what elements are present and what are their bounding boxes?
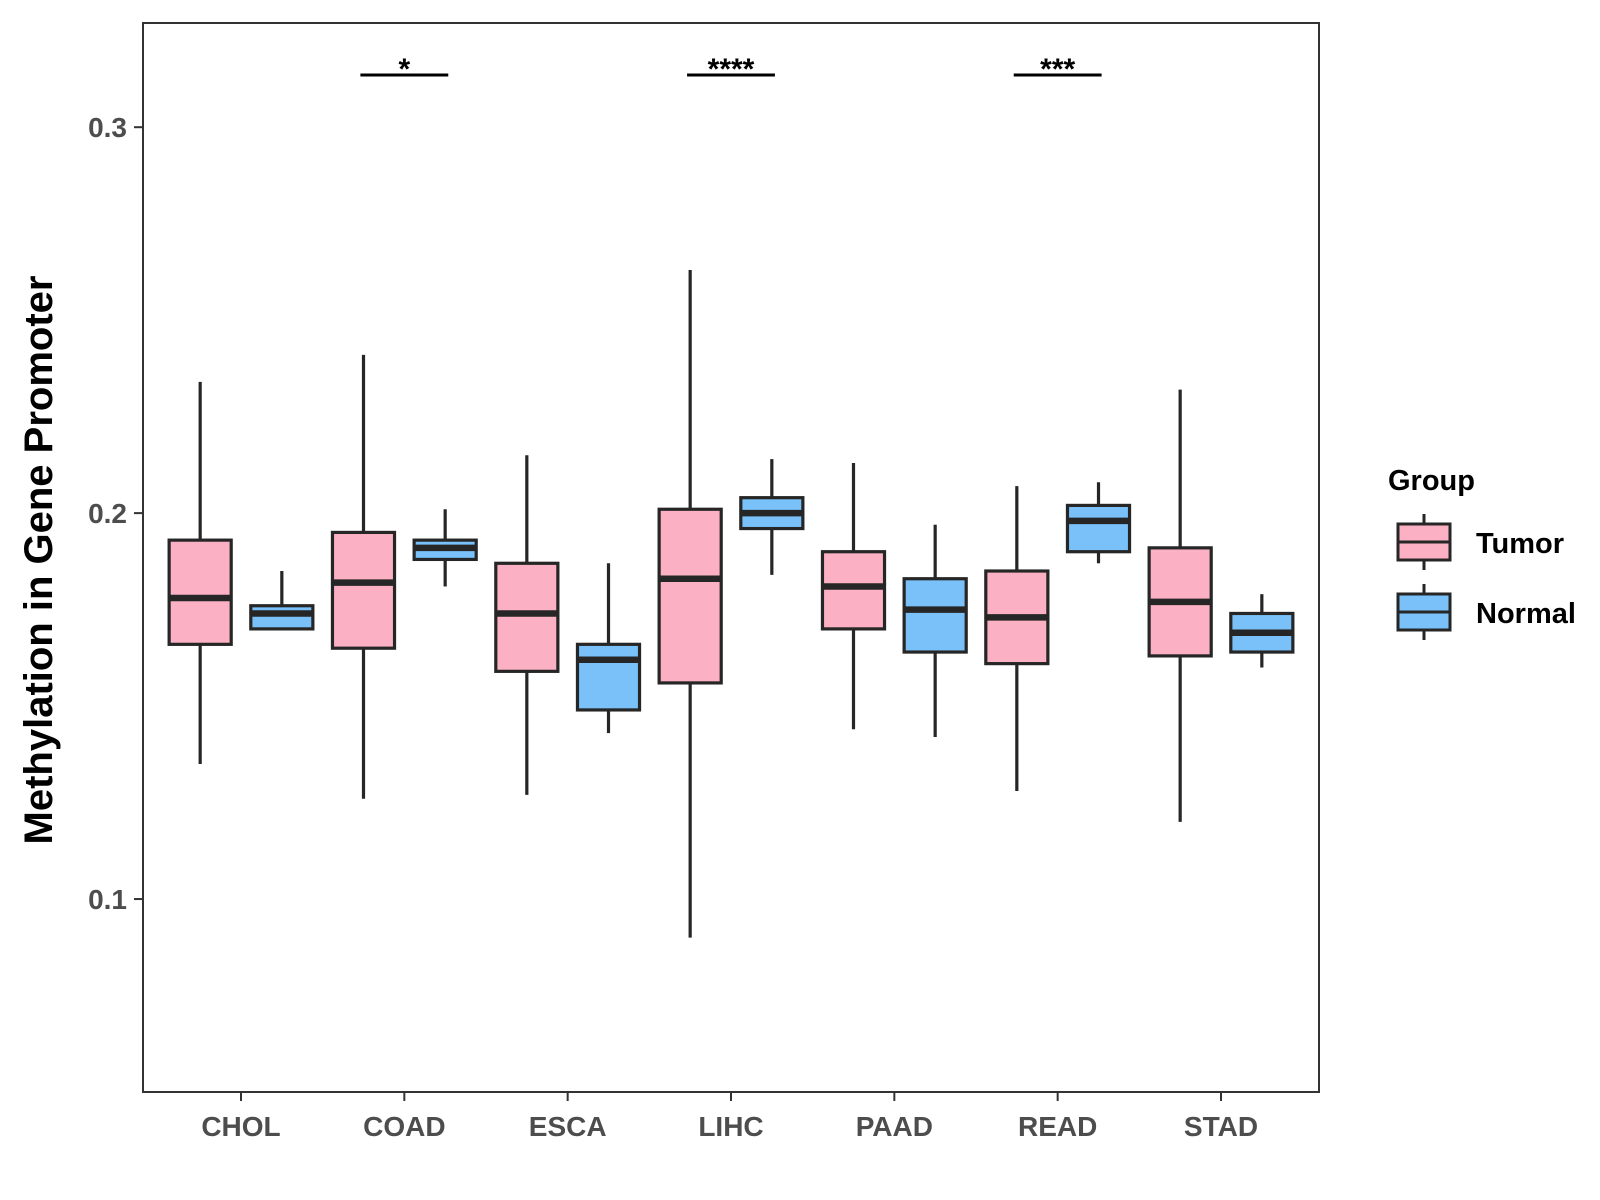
significance-label-read: *** — [1040, 53, 1075, 86]
box-normal-lihc — [739, 459, 805, 575]
iqr-box — [494, 561, 560, 673]
panel-border — [142, 22, 1320, 1093]
box-tumor-read — [984, 486, 1050, 791]
plot-area — [142, 22, 1320, 1093]
significance-annotations: * **** *** — [360, 53, 1102, 86]
legend-item-normal: Normal — [1396, 584, 1576, 640]
box-tumor-stad — [1147, 389, 1213, 822]
box-normal-paad — [902, 524, 968, 737]
axes: 0.1 0.2 0.3 CHOL COAD ESCA LIHC PAAD READ STAD — [88, 112, 1258, 1142]
iqr-box — [330, 530, 397, 650]
y-axis-title: Methylation in Gene Promoter — [17, 276, 61, 845]
significance-label-coad: * — [398, 53, 410, 86]
box-tumor-paad — [820, 462, 887, 730]
iqr-box — [902, 577, 968, 654]
x-tick-label: READ — [1018, 1111, 1097, 1142]
y-tick-label: 0.2 — [88, 498, 127, 529]
legend-label: Normal — [1476, 598, 1576, 630]
box-tumor-esca — [494, 455, 560, 795]
iqr-box — [1065, 503, 1132, 554]
significance-label-lihc: **** — [708, 53, 755, 86]
iqr-box — [820, 550, 887, 631]
x-tick-label: CHOL — [201, 1111, 280, 1142]
x-tick-label: LIHC — [698, 1111, 763, 1142]
box-normal-stad — [1229, 594, 1295, 668]
box-tumor-lihc — [657, 269, 723, 938]
box-normal-coad — [412, 509, 478, 587]
legend-item-tumor: Tumor — [1396, 514, 1564, 570]
legend-title: Group — [1388, 465, 1475, 497]
x-tick-label: ESCA — [529, 1111, 607, 1142]
y-tick-label: 0.3 — [88, 112, 127, 143]
x-tick-label: STAD — [1184, 1111, 1258, 1142]
box-tumor-coad — [330, 354, 397, 799]
iqr-box — [249, 604, 315, 631]
box-normal-read — [1065, 482, 1132, 564]
x-tick-label: PAAD — [856, 1111, 933, 1142]
box-normal-chol — [249, 571, 315, 631]
legend: Group Tumor Normal — [1388, 465, 1576, 640]
iqr-box — [657, 507, 723, 685]
y-tick-label: 0.1 — [88, 884, 127, 915]
x-tick-label: COAD — [363, 1111, 445, 1142]
boxes-layer — [167, 269, 1295, 938]
box-normal-esca — [575, 563, 642, 734]
iqr-box — [575, 642, 642, 712]
iqr-box — [167, 538, 233, 646]
legend-label: Tumor — [1476, 528, 1564, 560]
box-tumor-chol — [167, 381, 233, 764]
